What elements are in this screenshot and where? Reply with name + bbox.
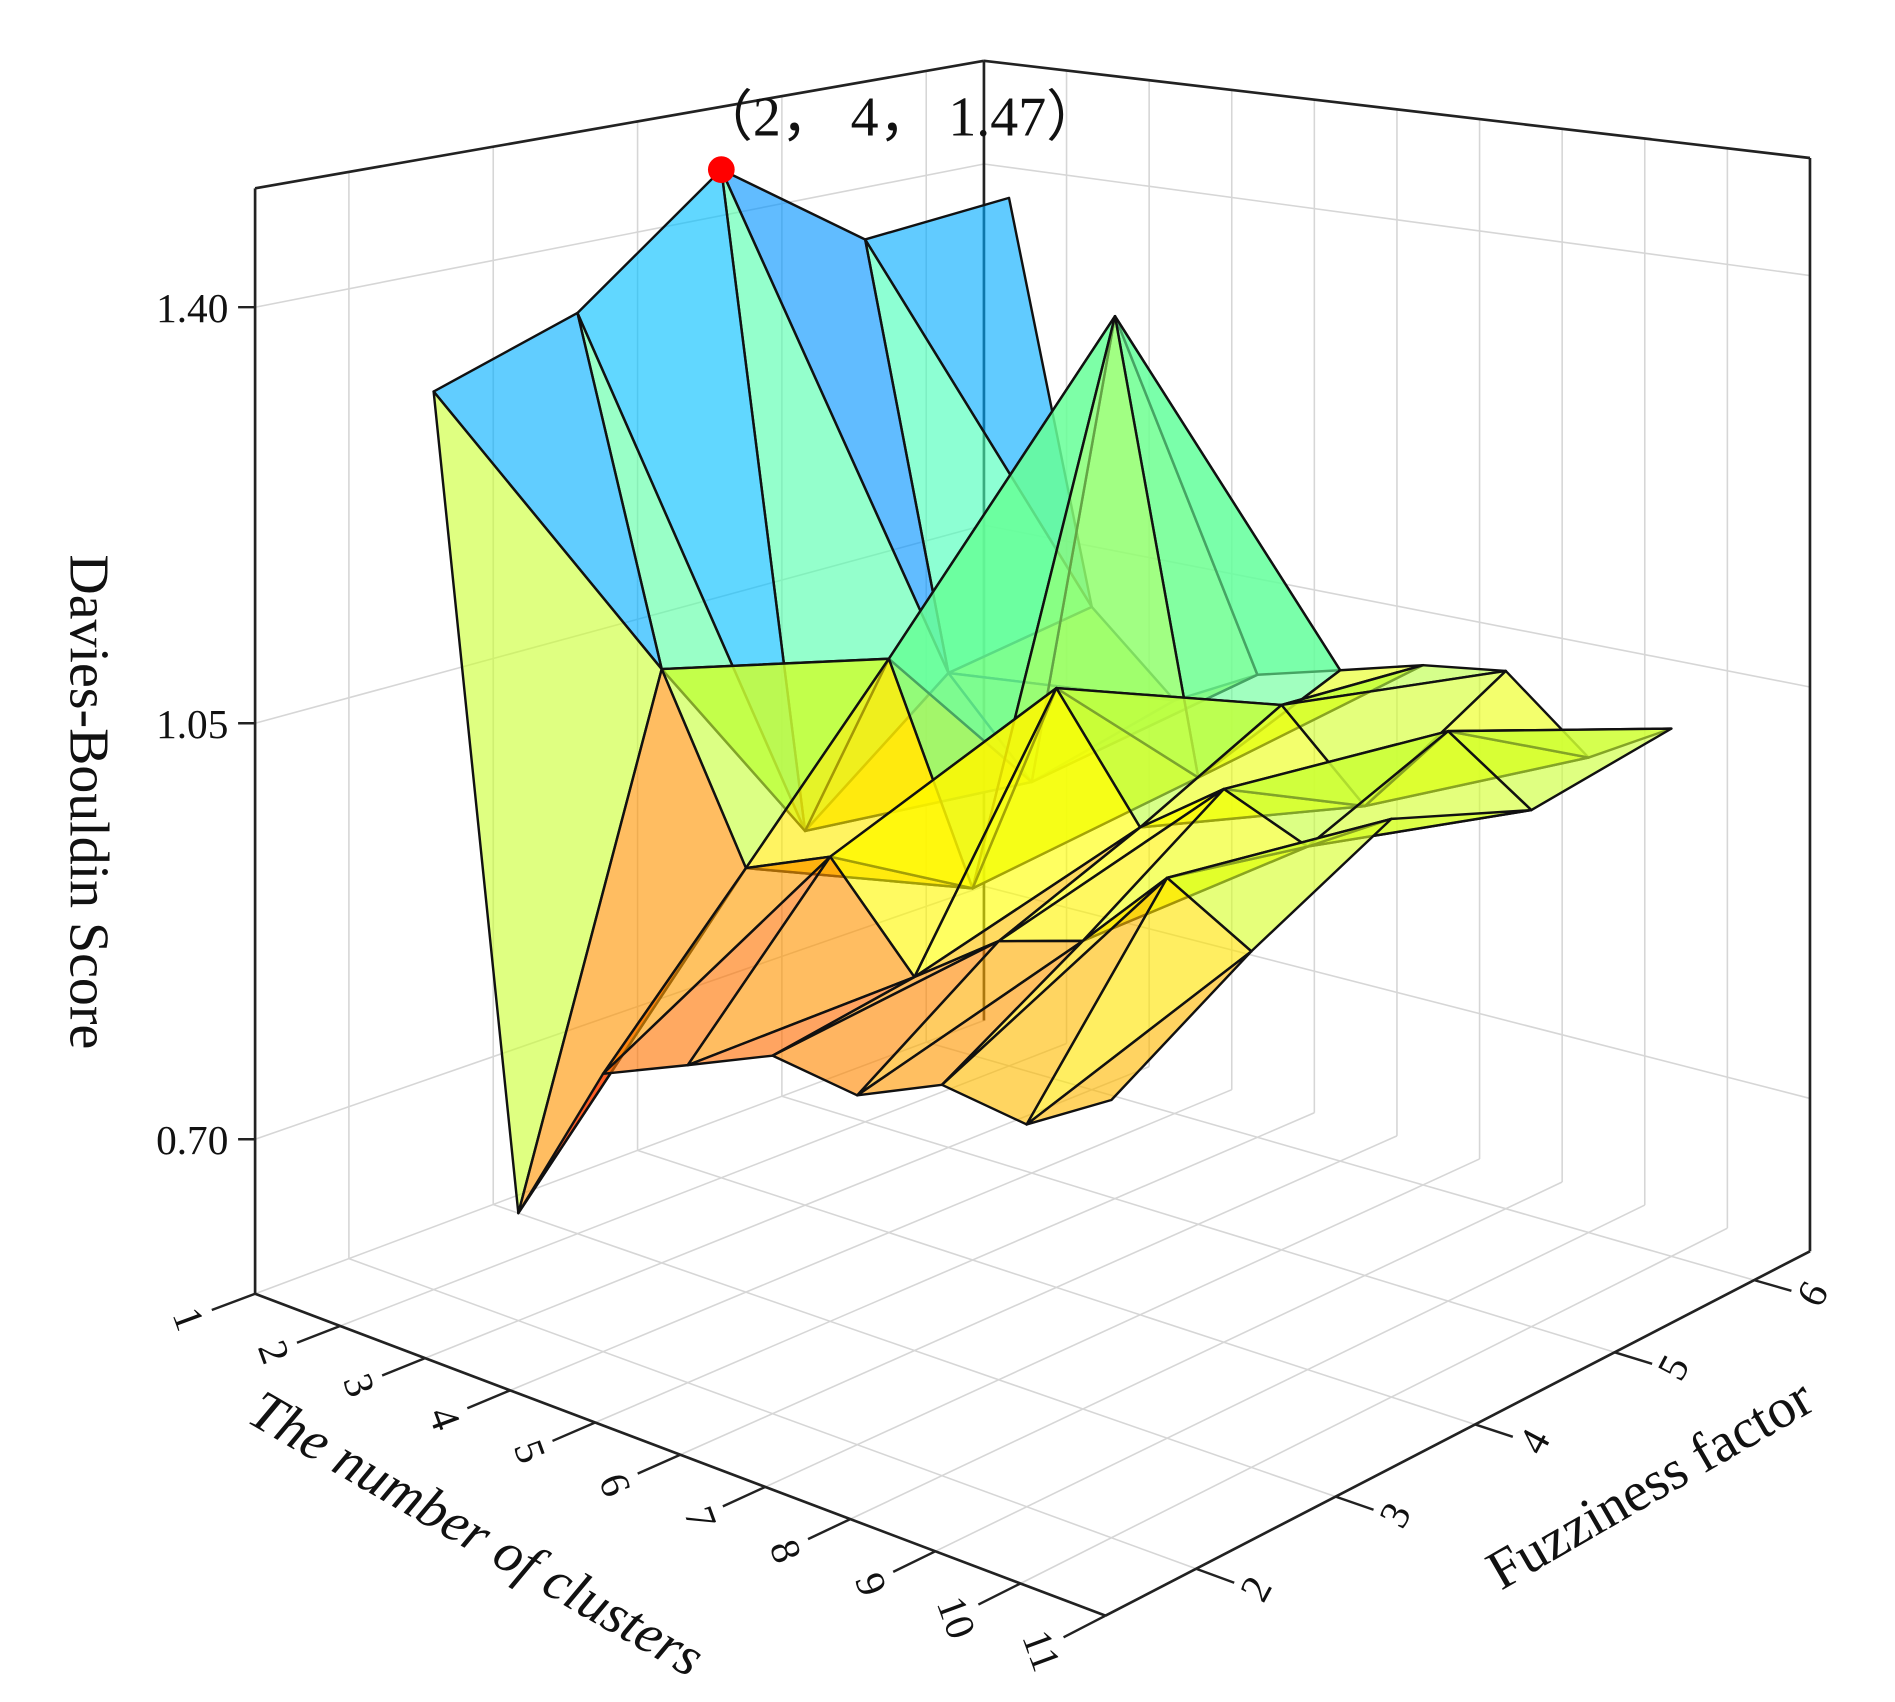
x-tick-label: 6	[590, 1467, 640, 1502]
x-tick-label: 11	[1013, 1624, 1070, 1677]
tick-mark	[892, 1550, 936, 1573]
surface-facet	[1025, 950, 1253, 1126]
tick-mark	[977, 1582, 1021, 1606]
tick-mark	[637, 1453, 681, 1475]
x-tick-label: 3	[334, 1368, 384, 1403]
tick-mark	[296, 1324, 341, 1344]
x-tick-label: 5	[505, 1434, 555, 1469]
x-tick-label: 9	[846, 1567, 896, 1602]
highlight-point	[707, 156, 735, 184]
tick-mark	[1335, 1495, 1374, 1511]
grid-line	[339, 1042, 1067, 1327]
z-tick-label: 1.40	[156, 285, 228, 331]
tick-mark	[1063, 1614, 1106, 1639]
tick-mark	[1474, 1423, 1514, 1438]
tick-mark	[1195, 1567, 1235, 1584]
grid-line	[254, 163, 985, 308]
y-tick-label: 5	[1648, 1348, 1698, 1388]
surface	[432, 168, 1673, 1215]
y-tick-label: 6	[1787, 1274, 1837, 1314]
z-tick-label: 1.05	[156, 701, 228, 747]
x-tick-label: 7	[676, 1500, 726, 1535]
tick-mark	[1614, 1351, 1653, 1365]
axis-line	[1104, 1250, 1811, 1617]
y-tick-label: 3	[1370, 1495, 1420, 1535]
tick-mark	[1753, 1278, 1792, 1293]
y-axis-title: Fuzziness factor	[1477, 1366, 1824, 1602]
grid-line	[637, 1149, 1476, 1426]
x-tick-label: 10	[928, 1590, 985, 1645]
y-tick-label: 4	[1509, 1421, 1559, 1461]
tick-mark	[381, 1357, 426, 1377]
z-axis-title: Davies-Bouldin Score	[57, 554, 119, 1049]
tick-mark	[807, 1518, 851, 1541]
tick-mark	[722, 1485, 766, 1508]
x-axis-title: The number of clusters	[238, 1379, 714, 1689]
grid-line	[935, 1204, 1646, 1553]
grid-line	[1020, 1227, 1728, 1585]
x-tick-label: 4	[420, 1401, 470, 1436]
x-tick-label: 1	[164, 1301, 214, 1336]
grid-line	[492, 1203, 1336, 1498]
x-tick-label: 2	[249, 1334, 299, 1369]
axis-line	[254, 59, 985, 190]
axis-line	[983, 59, 1811, 160]
grid-line	[849, 1181, 1563, 1520]
grid-line	[781, 1095, 1615, 1354]
x-tick-label: 8	[761, 1533, 811, 1568]
grid-line	[679, 1135, 1398, 1456]
grid-line	[348, 1257, 1197, 1570]
grid-line	[509, 1088, 1233, 1392]
grid-line	[983, 163, 1811, 277]
tick-mark	[466, 1389, 511, 1410]
grid-line	[594, 1112, 1315, 1424]
tick-mark	[211, 1292, 256, 1312]
annotation: （2， 4， 1.47）	[697, 87, 1102, 149]
grid-line	[764, 1158, 1480, 1488]
tick-mark	[552, 1421, 596, 1443]
y-tick-label: 2	[1231, 1569, 1281, 1609]
z-tick-label: 0.70	[156, 1117, 228, 1163]
